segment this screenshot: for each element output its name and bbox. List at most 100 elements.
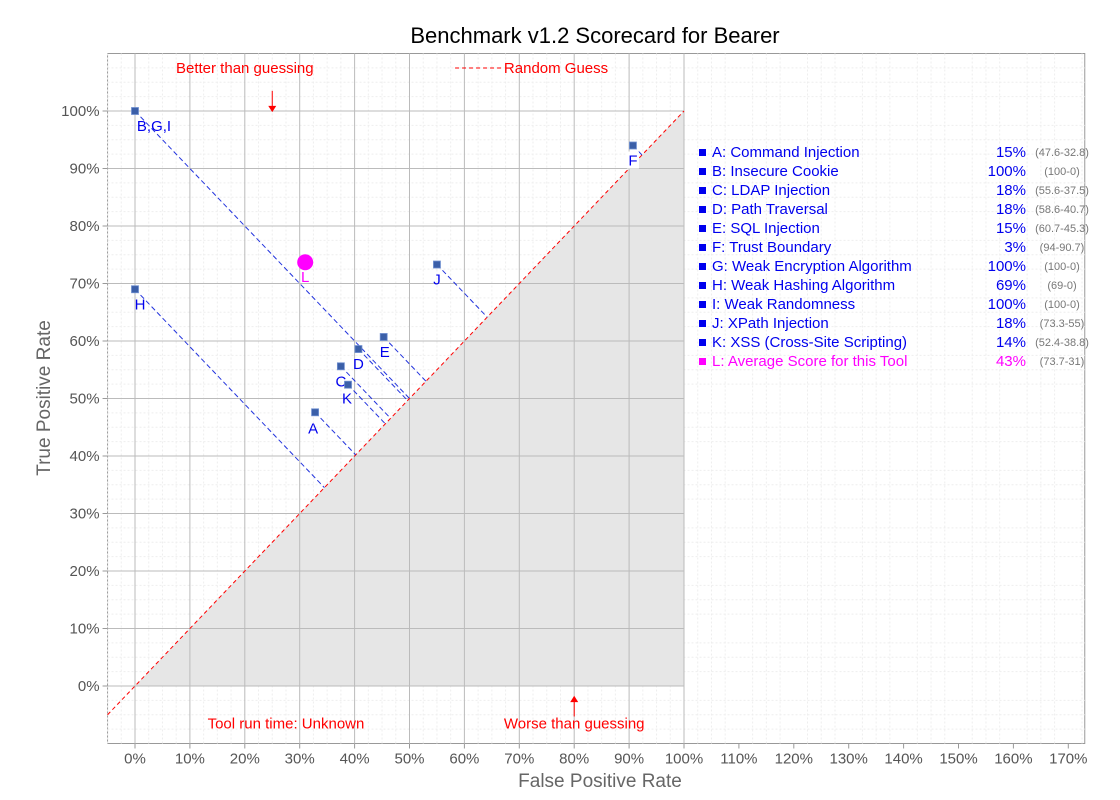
legend-entry-label: K: XSS (Cross-Site Scripting) — [712, 334, 907, 351]
data-point — [311, 408, 319, 417]
legend-marker — [699, 187, 706, 194]
legend-marker — [699, 282, 706, 289]
random-guess-line — [107, 110, 685, 716]
data-point — [354, 345, 363, 353]
x-tick-label: 70% — [504, 751, 534, 768]
x-tick-label: 20% — [230, 751, 260, 768]
y-axis-label: True Positive Rate — [34, 320, 55, 476]
legend-entry-label: G: Weak Encryption Algorithm — [712, 258, 912, 275]
legend-entry-score: 100% — [988, 163, 1026, 180]
better-arrow-head — [268, 105, 277, 113]
legend-entry-score: 69% — [996, 277, 1026, 294]
data-point — [379, 333, 388, 341]
point-label: A — [308, 420, 318, 437]
point-label: E — [380, 344, 390, 361]
legend-marker — [699, 358, 706, 365]
point-label: F — [628, 153, 637, 170]
point-projection-line — [383, 336, 427, 382]
x-tick-label: 40% — [340, 751, 370, 768]
legend-entry-score: 18% — [996, 182, 1026, 199]
legend-entry-range: (100-0) — [1044, 166, 1079, 178]
y-tick-label: 20% — [70, 563, 100, 580]
point-label: D — [353, 356, 364, 373]
legend-entry-score: 15% — [996, 144, 1026, 161]
legend-entry-label: I: Weak Randomness — [712, 296, 855, 313]
x-tick-label: 140% — [884, 751, 922, 768]
y-tick-label: 90% — [70, 161, 100, 178]
legend-entry-label: L: Average Score for this Tool — [712, 353, 907, 370]
x-tick-label: 130% — [830, 751, 868, 768]
x-tick-label: 150% — [939, 751, 977, 768]
y-tick-label: 70% — [70, 276, 100, 293]
legend-marker — [699, 339, 706, 346]
point-projection-line — [340, 365, 391, 419]
legend-entry-range: (69-0) — [1047, 280, 1076, 292]
tool-runtime-label: Tool run time: Unknown — [208, 716, 365, 733]
legend-entry-score: 100% — [988, 258, 1026, 275]
point-label: B,G,I — [137, 118, 171, 135]
point-label: J — [433, 272, 441, 289]
legend-entry-score: 3% — [1004, 239, 1026, 256]
legend-entry-label: D: Path Traversal — [712, 201, 828, 218]
legend-entry-range: (73.7-31) — [1040, 356, 1085, 368]
point-projection-line — [347, 384, 386, 425]
x-tick-label: 50% — [394, 751, 424, 768]
legend: A: Command Injection 15% (47.6-32.8) B: Ins… — [699, 144, 1089, 370]
legend-entry-range: (55.6-37.5) — [1035, 185, 1089, 197]
x-axis-label: False Positive Rate — [518, 771, 682, 792]
legend-marker — [699, 301, 706, 308]
legend-entry-score: 18% — [996, 201, 1026, 218]
x-tick-label: 0% — [124, 751, 146, 768]
better-than-guessing-label: Better than guessing — [176, 60, 314, 77]
legend-entry-label: A: Command Injection — [712, 144, 860, 161]
legend-entry-label: E: SQL Injection — [712, 220, 820, 237]
legend-entry-label: H: Weak Hashing Algorithm — [712, 277, 895, 294]
point-projection-line — [314, 411, 357, 456]
legend-entry-label: C: LDAP Injection — [712, 182, 830, 199]
legend-entry-label: F: Trust Boundary — [712, 239, 832, 256]
data-point — [344, 380, 352, 389]
point-projection-line — [436, 264, 488, 318]
legend-marker — [699, 168, 706, 175]
plot-area: 0% 10% 20% 30% 40% 50% 60% 70% 80% 90% 100% 110% 120… — [61, 53, 1087, 768]
point-label: K — [342, 391, 352, 408]
legend-entry-range: (94-90.7) — [1040, 242, 1085, 254]
x-tick-label: 10% — [175, 751, 205, 768]
y-tick-label: 10% — [70, 621, 100, 638]
y-tick-label: 0% — [78, 678, 100, 695]
point-projection-line — [134, 288, 325, 488]
legend-entry-score: 15% — [996, 220, 1026, 237]
data-point — [131, 107, 139, 115]
legend-entry-label: B: Insecure Cookie — [712, 163, 839, 180]
legend-marker — [699, 244, 706, 251]
legend-marker — [699, 149, 706, 156]
point-label: L — [301, 269, 309, 286]
legend-marker — [699, 263, 706, 270]
y-tick-label: 50% — [70, 391, 100, 408]
x-tick-label: 60% — [449, 751, 479, 768]
data-point — [433, 260, 441, 269]
legend-entry-range: (47.6-32.8) — [1035, 147, 1089, 159]
legend-entry-score: 43% — [996, 353, 1026, 370]
legend-marker — [699, 320, 706, 327]
point-projection-line — [134, 110, 410, 399]
x-tick-label: 170% — [1049, 751, 1087, 768]
y-tick-label: 40% — [70, 448, 100, 465]
x-tick-label: 80% — [559, 751, 589, 768]
legend-marker — [699, 225, 706, 232]
y-tick-label: 60% — [70, 333, 100, 350]
point-label-background — [626, 151, 639, 169]
x-tick-label: 160% — [994, 751, 1032, 768]
legend-entry-range: (100-0) — [1044, 299, 1079, 311]
x-tick-label: 120% — [775, 751, 813, 768]
chart-title: Benchmark v1.2 Scorecard for Bearer — [410, 23, 779, 48]
average-point — [297, 254, 314, 271]
x-tick-label: 110% — [720, 751, 757, 768]
y-tick-label: 80% — [70, 218, 100, 235]
legend-marker — [699, 206, 706, 213]
y-tick-label: 30% — [70, 506, 100, 523]
x-tick-label: 100% — [665, 751, 703, 768]
legend-entry-score: 14% — [996, 334, 1026, 351]
legend-entry-score: 18% — [996, 315, 1026, 332]
